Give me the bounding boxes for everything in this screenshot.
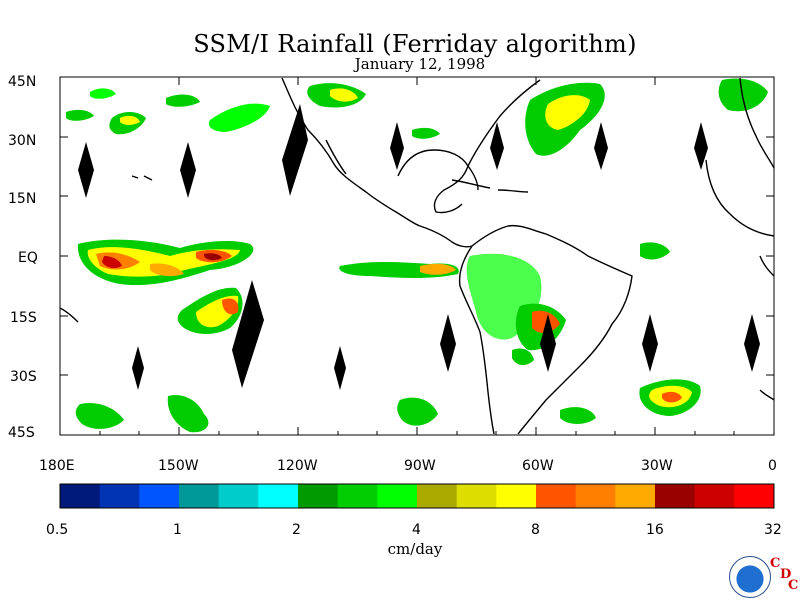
colorbar-tick-label: 1	[173, 522, 182, 538]
colorbar-swatch	[456, 484, 497, 508]
colorbar-swatch	[60, 484, 101, 508]
coastlines	[59, 77, 775, 435]
colorbar-tick-label: 16	[646, 522, 664, 538]
cdc-letter: C	[788, 578, 799, 593]
lon-label: 60W	[522, 458, 554, 474]
colorbar-swatch	[655, 484, 696, 508]
lon-label: 120W	[277, 458, 318, 474]
colorbar-tick-label: 32	[764, 522, 782, 538]
lat-label: 15N	[8, 191, 36, 207]
colorbar-tick-label: 4	[412, 522, 421, 538]
colorbar-swatch	[615, 484, 656, 508]
colorbar-tick-label: 8	[531, 522, 540, 538]
map-title: SSM/I Rainfall (Ferriday algorithm)	[193, 30, 637, 58]
colorbar-swatch	[536, 484, 577, 508]
lat-label: 30S	[10, 369, 37, 385]
colorbar-swatch	[337, 484, 378, 508]
colorbar-unit: cm/day	[387, 540, 443, 558]
lon-label: 90W	[404, 458, 436, 474]
lat-label: 45N	[8, 74, 36, 90]
colorbar-tick-label: 0.5	[46, 522, 68, 538]
colorbar-swatch	[99, 484, 140, 508]
colorbar-swatch	[734, 484, 775, 508]
colorbar-tick-label: 2	[292, 522, 301, 538]
colorbar-swatch	[377, 484, 418, 508]
colorbar-swatch	[179, 484, 220, 508]
lat-label: 15S	[10, 310, 37, 326]
colorbar-swatch	[575, 484, 616, 508]
colorbar-swatch	[298, 484, 339, 508]
cdc-letter: C	[770, 556, 781, 571]
colorbar: 0.5 1 2 4 8 16 32	[46, 483, 782, 538]
lat-label: 30N	[8, 133, 36, 149]
map-subtitle: January 12, 1998	[354, 55, 486, 73]
noaa-logo-icon	[729, 556, 771, 598]
lon-label: 180E	[39, 458, 75, 474]
colorbar-swatch	[694, 484, 735, 508]
colorbar-swatch	[417, 484, 458, 508]
swath-gap-markers	[78, 104, 760, 390]
colorbar-swatch	[139, 484, 180, 508]
colorbar-swatch	[496, 484, 537, 508]
lat-label: 45S	[8, 425, 35, 441]
colorbar-swatch	[218, 484, 259, 508]
lon-label: 150W	[158, 458, 199, 474]
rainfall-patches	[66, 78, 768, 433]
lon-label: 30W	[641, 458, 673, 474]
cdc-letter: D	[780, 567, 792, 582]
lat-label: EQ	[18, 250, 38, 266]
lon-label: 0	[768, 458, 777, 474]
colorbar-swatch	[258, 484, 299, 508]
